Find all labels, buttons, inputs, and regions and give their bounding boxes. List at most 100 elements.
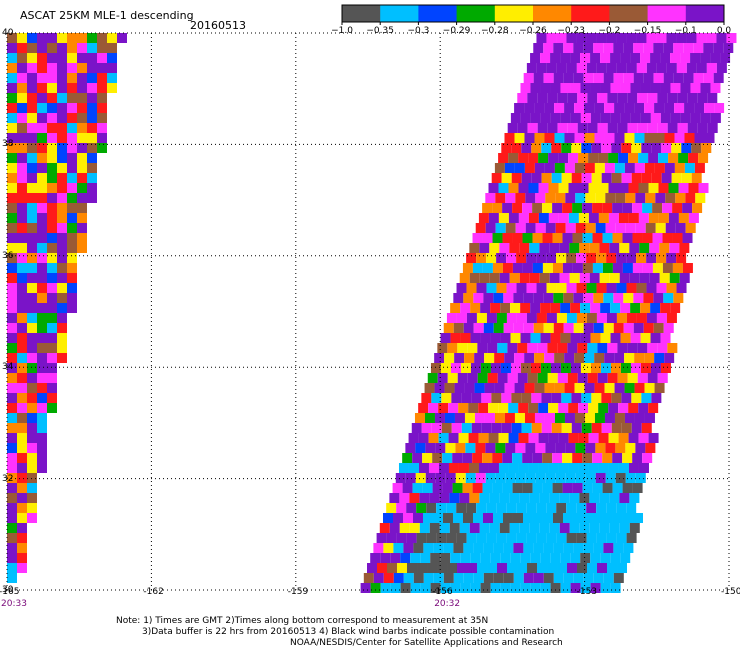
swath-cell <box>588 463 599 473</box>
swath-cell <box>399 523 410 533</box>
swath-cell <box>502 263 513 273</box>
swath-cell <box>559 273 570 283</box>
swath-cell <box>685 223 696 233</box>
swath-cell <box>602 263 613 273</box>
swath-cell <box>495 473 506 483</box>
swath-cell <box>17 163 27 173</box>
swath-cell <box>540 363 551 373</box>
swath-cell <box>501 423 512 433</box>
swath-cell <box>87 103 97 113</box>
swath-cell <box>602 453 613 463</box>
swath-cell <box>665 193 676 203</box>
swath-cell <box>596 33 607 43</box>
swath-cell <box>433 573 444 583</box>
swath-cell <box>563 323 574 333</box>
swath-cell <box>7 553 17 563</box>
swath-cell <box>392 513 403 523</box>
swath-cell <box>57 143 67 153</box>
swath-cell <box>575 443 586 453</box>
colorbar-segment <box>342 5 381 22</box>
swath-cell <box>380 553 391 563</box>
swath-cell <box>622 233 633 243</box>
swath-cell <box>659 273 670 283</box>
swath-cell <box>598 403 609 413</box>
swath-cell <box>613 73 624 83</box>
swath-cell <box>530 53 541 63</box>
swath-cell <box>363 573 374 583</box>
colorbar-segment <box>380 5 419 22</box>
swath-cell <box>451 393 462 403</box>
swath-cell <box>526 63 537 73</box>
swath-cell <box>627 373 638 383</box>
swath-cell <box>523 573 534 583</box>
swath-cell <box>37 273 47 283</box>
swath-cell <box>559 493 570 503</box>
swath-cell <box>595 473 606 483</box>
swath-cell <box>510 583 521 593</box>
swath-cell <box>424 383 435 393</box>
swath-cell <box>627 123 638 133</box>
swath-cell <box>490 363 501 373</box>
swath-cell <box>586 533 597 543</box>
swath-cell <box>668 183 679 193</box>
swath-cell <box>540 583 551 593</box>
swath-cell <box>521 173 532 183</box>
swath-cell <box>7 113 17 123</box>
swath-cell <box>493 323 504 333</box>
swath-cell <box>567 563 578 573</box>
swath-cell <box>57 43 67 53</box>
swath-cell <box>564 133 575 143</box>
swath-cell <box>608 433 619 443</box>
swath-cell <box>567 123 578 133</box>
swath-cell <box>450 333 461 343</box>
swath-cell <box>415 443 426 453</box>
swath-cell <box>57 323 67 333</box>
swath-cell <box>67 153 77 163</box>
swath-cell <box>77 183 87 193</box>
swath-cell <box>647 93 658 103</box>
swath-cell <box>57 123 67 133</box>
swath-cell <box>625 223 636 233</box>
swath-cell <box>532 483 543 493</box>
swath-cell <box>480 363 491 373</box>
swath-cell <box>626 33 637 43</box>
swath-cell <box>37 43 47 53</box>
swath-cell <box>67 213 77 223</box>
swath-cell <box>608 403 619 413</box>
swath-cell <box>507 343 518 353</box>
swath-cell <box>664 133 675 143</box>
swath-cell <box>572 233 583 243</box>
swath-cell <box>499 243 510 253</box>
swath-cell <box>504 133 515 143</box>
swath-cell <box>37 263 47 273</box>
swath-cell <box>465 473 476 483</box>
swath-cell <box>652 263 663 273</box>
swath-cell <box>439 523 450 533</box>
swath-cell <box>47 123 57 133</box>
swath-cell <box>27 363 37 373</box>
swath-cell <box>486 313 497 323</box>
swath-cell <box>558 433 569 443</box>
swath-cell <box>523 293 534 303</box>
swath-cell <box>87 73 97 83</box>
swath-cell <box>629 273 640 283</box>
swath-cell <box>47 253 57 263</box>
swath-cell <box>17 353 27 363</box>
swath-cell <box>590 583 601 593</box>
swath-cell <box>535 223 546 233</box>
swath-cell <box>505 443 516 453</box>
swath-cell <box>507 373 518 383</box>
swath-cell <box>663 293 674 303</box>
swath-cell <box>540 303 551 313</box>
swath-cell <box>433 543 444 553</box>
swath-cell <box>595 193 606 203</box>
swath-cell <box>663 73 674 83</box>
swath-cell <box>499 273 510 283</box>
swath-cell <box>389 523 400 533</box>
swath-cell <box>584 103 595 113</box>
swath-cell <box>7 263 17 273</box>
swath-cell <box>587 343 598 353</box>
colorbar-tick-label: 0.0 <box>716 26 732 36</box>
swath-cell <box>524 163 535 173</box>
swath-cell <box>556 533 567 543</box>
